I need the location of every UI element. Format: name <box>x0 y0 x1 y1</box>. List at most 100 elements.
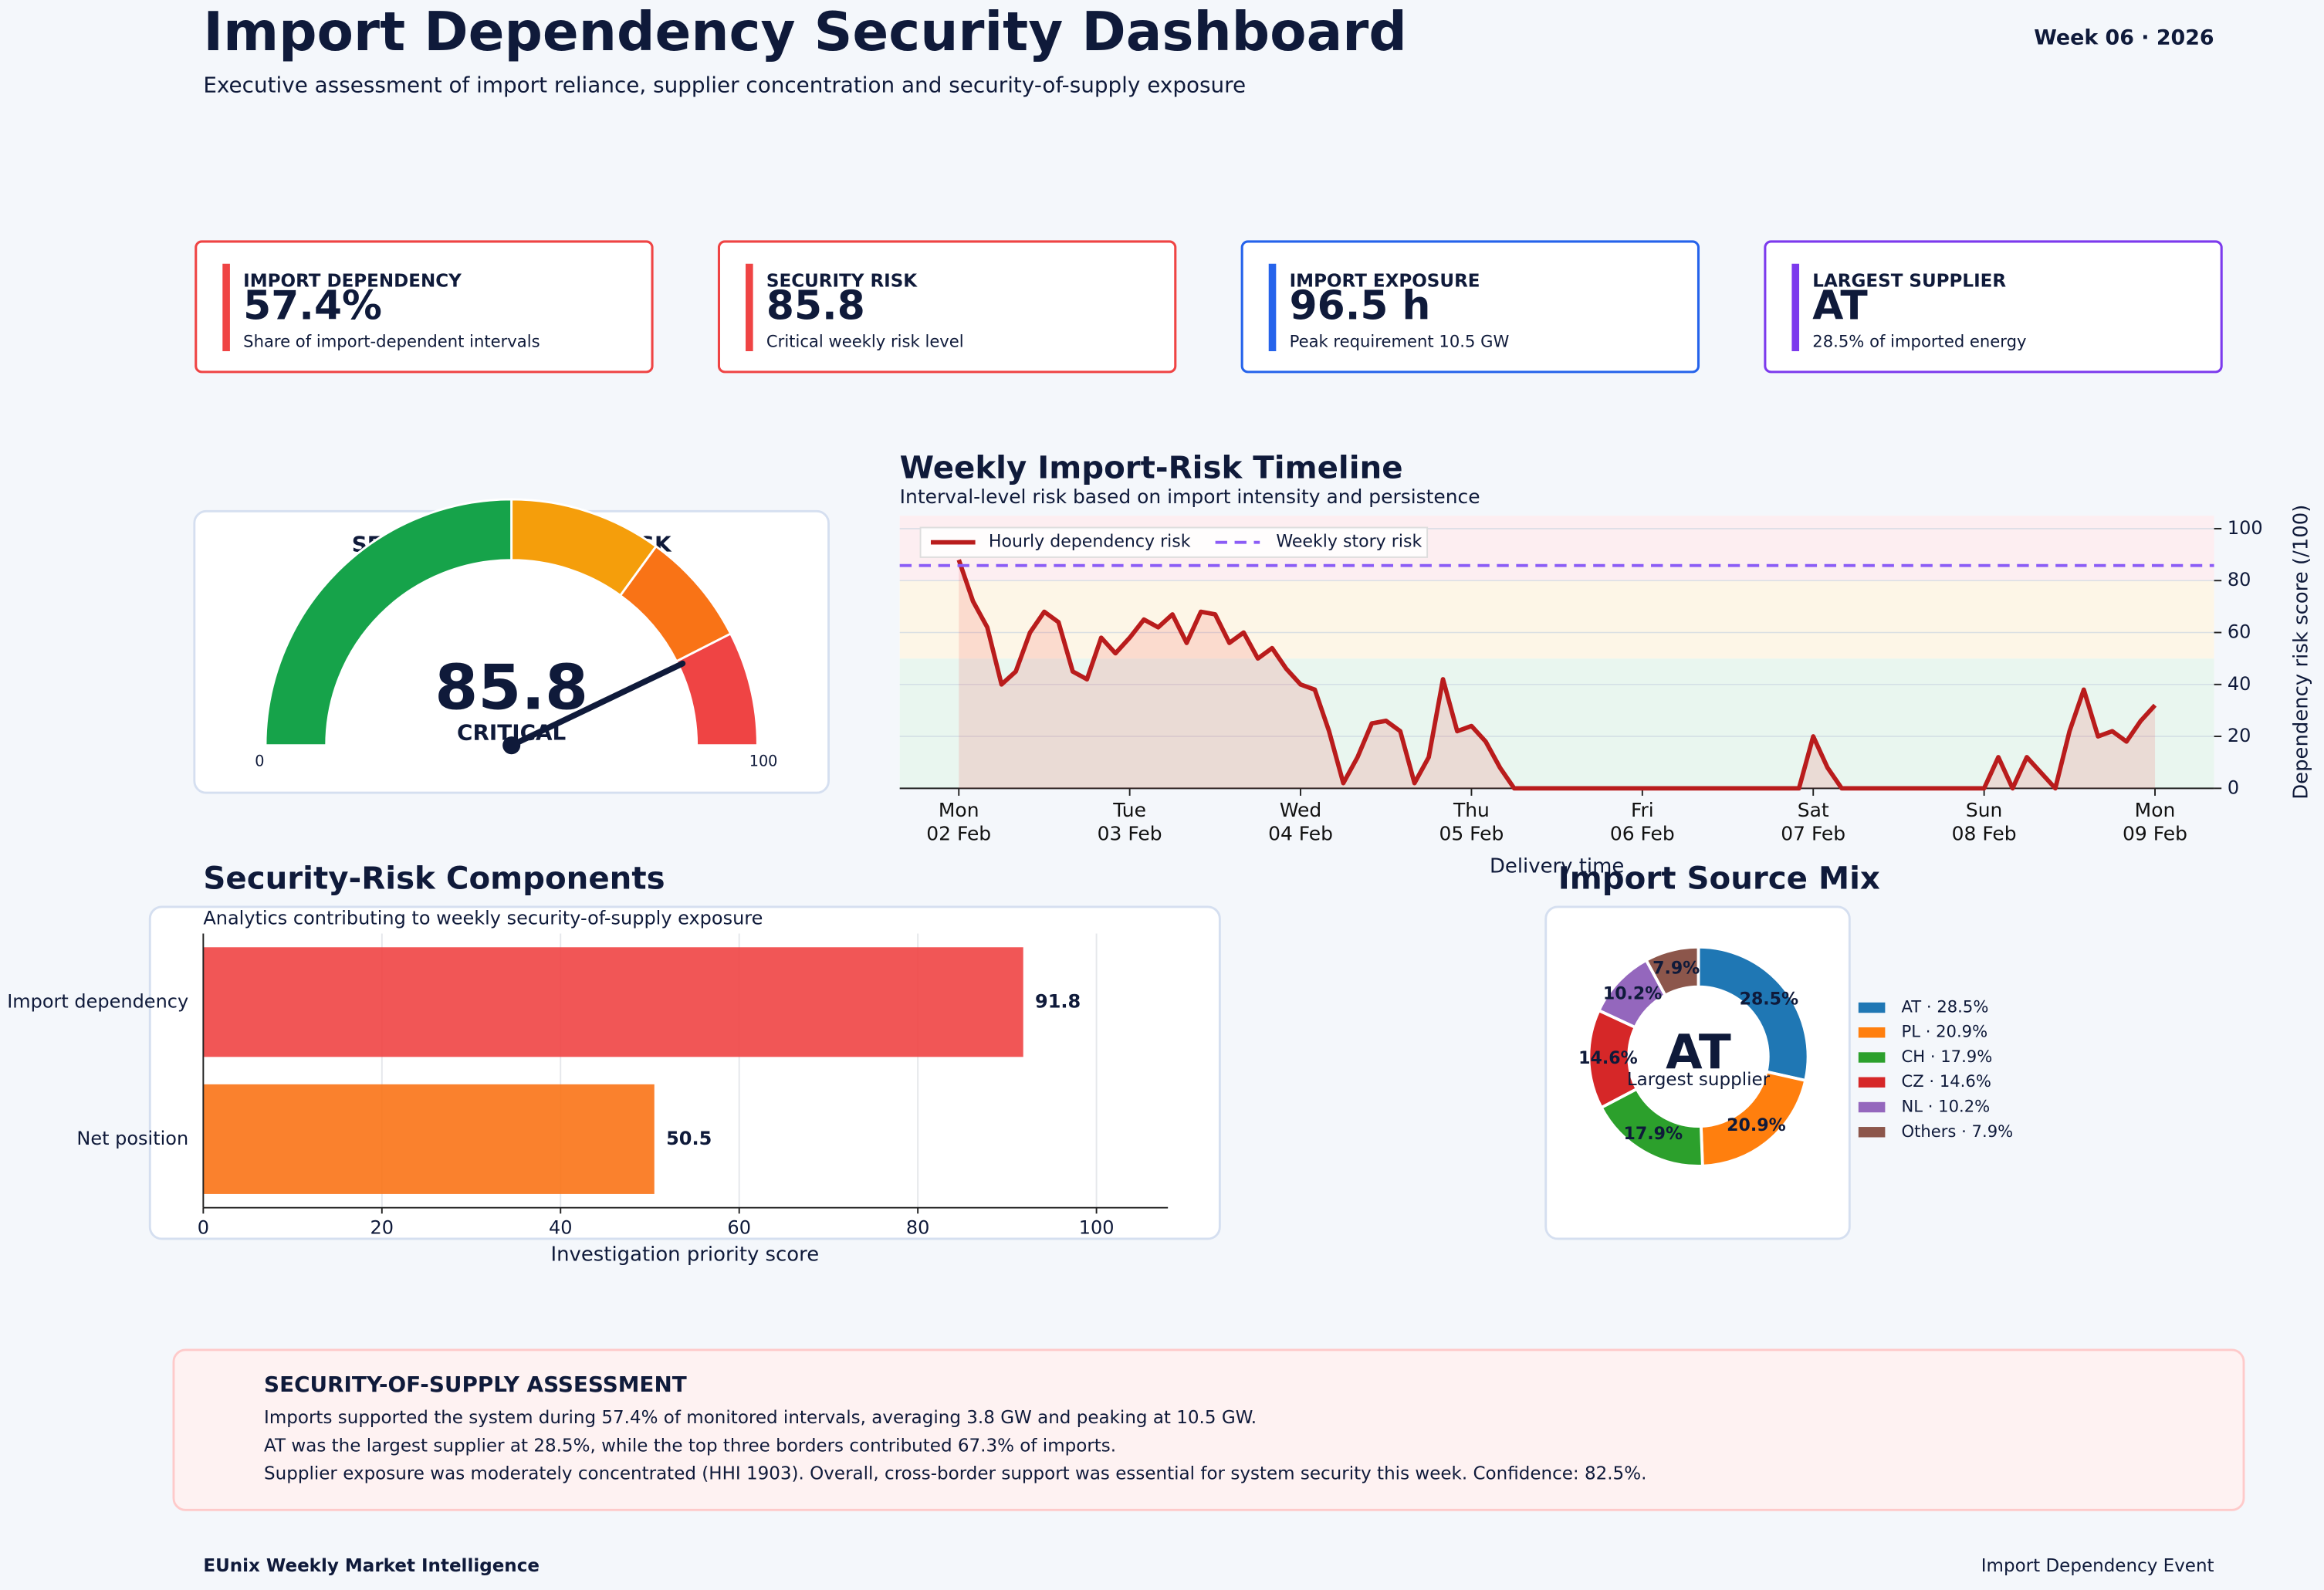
x-tick-label: Mon 09 Feb <box>2123 800 2187 847</box>
assessment-box <box>172 1348 2245 1511</box>
assessment-line: Supplier exposure was moderately concent… <box>264 1464 1646 1484</box>
legend-swatch <box>1858 1002 1886 1013</box>
legend-label: NL · 10.2% <box>1902 1097 1991 1116</box>
dashboard-subtitle: Executive assessment of import reliance,… <box>203 72 1246 97</box>
period-label: Week 06 · 2026 <box>2034 25 2214 49</box>
wedge-label: 20.9% <box>1727 1116 1786 1135</box>
legend-swatch <box>1858 1127 1886 1138</box>
x-tick-label-box: Wed 04 Feb <box>1268 800 1333 847</box>
kpi-accent <box>1791 263 1800 352</box>
x-axis-label: Investigation priority score <box>550 1243 819 1267</box>
x-axis-label: Delivery time <box>1490 855 1624 878</box>
donut-center-sublabel: Largest supplier <box>1627 1070 1771 1090</box>
kpi-value: 96.5 h <box>1290 282 1431 329</box>
legend-label: Others · 7.9% <box>1902 1121 2014 1141</box>
gauge-tick-label: 0 <box>255 752 264 770</box>
wedge-label: 17.9% <box>1624 1125 1683 1144</box>
bar <box>203 947 1023 1057</box>
x-tick-label: 80 <box>906 1217 930 1239</box>
kpi-label: LARGEST SUPPLIER <box>1812 271 2006 291</box>
kpi-accent <box>1268 263 1277 352</box>
legend-swatch <box>1858 1052 1886 1063</box>
kpi-note: 28.5% of imported energy <box>1812 331 2026 350</box>
risk-line <box>956 559 2157 791</box>
gauge-hub <box>502 736 521 755</box>
legend-label: AT · 28.5% <box>1902 996 1989 1016</box>
wedge-label: 7.9% <box>1653 959 1700 978</box>
x-tick-label-box: Sun 08 Feb <box>1951 800 2017 847</box>
assessment-line: AT was the largest supplier at 28.5%, wh… <box>264 1436 1116 1456</box>
kpi-accent <box>746 263 753 352</box>
donut-center-label: AT <box>1666 1025 1731 1080</box>
footer-left: EUnix Weekly Market Intelligence <box>203 1556 540 1576</box>
x-tick-label: Mon 02 Feb <box>926 800 992 847</box>
gauge-band <box>675 632 759 747</box>
x-tick-label: Fri 06 Feb <box>1609 800 1675 847</box>
risk-area <box>959 560 2156 789</box>
x-tick-label: 40 <box>549 1217 573 1239</box>
kpi-card <box>1764 240 2223 374</box>
gauge-value: 85.8 <box>435 652 588 725</box>
kpi-note: Critical weekly risk level <box>766 331 964 350</box>
category-label: Import dependency <box>7 990 188 1012</box>
y-axis-label: Dependency risk score (/100) <box>2289 505 2312 800</box>
kpi-note: Peak requirement 10.5 GW <box>1290 331 1510 350</box>
legend-label: CH · 17.9% <box>1902 1047 1993 1066</box>
x-tick-label: Thu 05 Feb <box>1439 800 1504 847</box>
x-tick-label-box: Mon 02 Feb <box>926 800 992 847</box>
footer-right: Import Dependency Event <box>1981 1556 2214 1576</box>
wedge-label: 10.2% <box>1603 985 1663 1004</box>
x-tick-label: Sun 08 Feb <box>1951 800 2017 847</box>
assessment-title: SECURITY-OF-SUPPLY ASSESSMENT <box>264 1372 687 1397</box>
legend-label: Hourly dependency risk <box>989 533 1191 552</box>
legend-label: PL · 20.9% <box>1902 1022 1988 1041</box>
y-tick-label: 60 <box>2228 621 2251 643</box>
kpi-value: 85.8 <box>766 282 865 329</box>
category-label: Net position <box>76 1128 188 1149</box>
y-tick-label: 100 <box>2228 517 2263 539</box>
x-tick-label: 0 <box>198 1217 209 1239</box>
x-tick-label: Wed 04 Feb <box>1268 800 1333 847</box>
x-tick-label-box: Mon 09 Feb <box>2123 800 2187 847</box>
x-tick-label: 60 <box>727 1217 751 1239</box>
x-tick-label-box: Sat 07 Feb <box>1781 800 1846 847</box>
wedge-label: 14.6% <box>1578 1049 1638 1068</box>
x-tick-label: Tue 03 Feb <box>1097 800 1162 847</box>
assessment-line: Imports supported the system during 57.4… <box>264 1408 1257 1428</box>
x-tick-label-box: Fri 06 Feb <box>1609 800 1675 847</box>
x-tick-label: Sat 07 Feb <box>1781 800 1846 847</box>
chart-title: Security-Risk Components <box>203 860 665 896</box>
kpi-card <box>1240 240 1700 374</box>
value-label: 91.8 <box>1035 990 1081 1012</box>
wedge-label: 28.5% <box>1740 990 1799 1010</box>
kpi-label: IMPORT EXPOSURE <box>1290 271 1480 291</box>
legend-label: Weekly story risk <box>1276 533 1422 552</box>
kpi-value: AT <box>1812 282 1868 329</box>
kpi-label: SECURITY RISK <box>766 271 918 291</box>
y-tick-label: 80 <box>2228 569 2251 590</box>
legend-label: CZ · 14.6% <box>1902 1071 1991 1091</box>
y-tick-label: 0 <box>2228 776 2239 798</box>
x-tick-label-box: Tue 03 Feb <box>1097 800 1162 847</box>
chart-subtitle: Interval-level risk based on import inte… <box>900 485 1480 508</box>
kpi-note: Share of import-dependent intervals <box>243 331 540 350</box>
legend-box <box>919 526 1429 558</box>
donut-wedge <box>1696 945 1810 1083</box>
donut-wedge <box>1644 945 1700 998</box>
chart-title: Weekly Import-Risk Timeline <box>900 450 1403 486</box>
legend-swatch <box>1858 1077 1886 1088</box>
kpi-card <box>717 240 1177 374</box>
y-tick-label: 20 <box>2228 725 2251 746</box>
x-tick-label-box: Thu 05 Feb <box>1439 800 1504 847</box>
x-tick-label: 20 <box>370 1217 394 1239</box>
kpi-value: 57.4% <box>243 282 382 329</box>
bar <box>203 1084 655 1194</box>
gauge-needle <box>508 660 686 749</box>
x-tick-label: 100 <box>1079 1217 1115 1239</box>
kpi-card <box>195 240 654 374</box>
legend-swatch <box>1858 1027 1886 1038</box>
gauge-tick-label: 100 <box>749 752 778 770</box>
